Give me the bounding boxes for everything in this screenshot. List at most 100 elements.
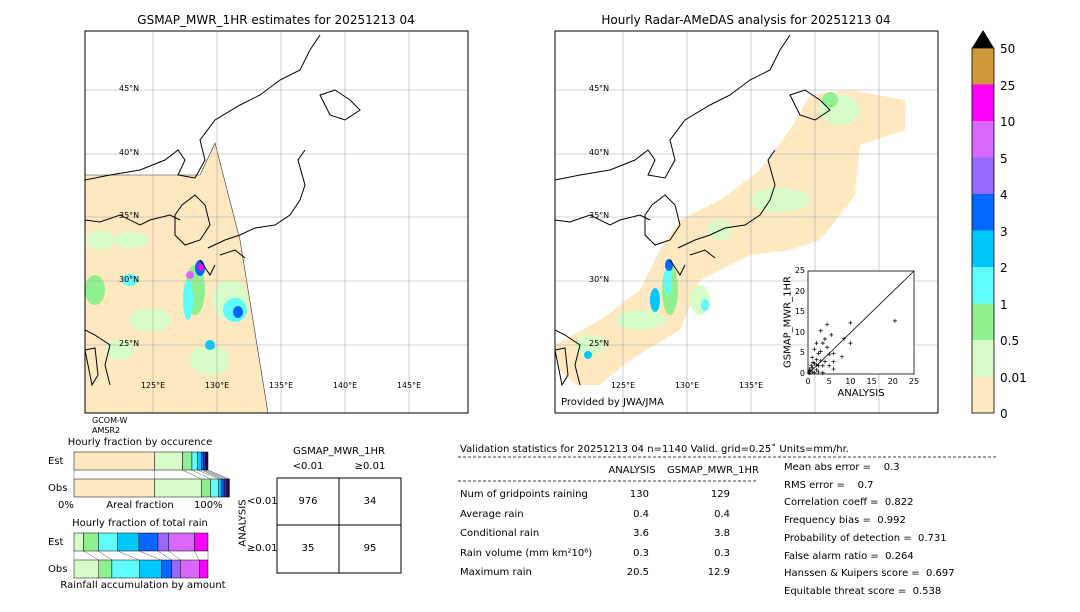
scatter-point: [811, 360, 816, 365]
colorbar-segment: [972, 267, 994, 304]
score-line: Probability of detection = 0.731: [784, 532, 947, 544]
lat-label: 25°N: [119, 339, 140, 348]
occurrence-bar-segment: [218, 478, 222, 498]
occurrence-bar-segment: [223, 478, 228, 498]
stat-label: Maximum rain: [460, 567, 532, 578]
lat-label: 30°N: [589, 275, 610, 284]
lon-label: 140°E: [332, 381, 358, 390]
scatter-point: [842, 336, 847, 341]
stat-gsmap-value: 3.8: [714, 528, 730, 539]
scatter-point: [820, 370, 825, 375]
lat-label: 45°N: [589, 84, 610, 93]
occurrence-bar-segment: [197, 451, 202, 471]
occurrence-bar-segment: [201, 478, 211, 498]
contingency-col-1: <0.01: [292, 461, 324, 472]
rain-patch: [233, 306, 243, 318]
occurrence-bar-connector: [182, 469, 202, 480]
scatter-xlabel: ANALYSIS: [837, 388, 885, 399]
colorbar-segment: [972, 303, 994, 340]
right-map-title: Hourly Radar-AMeDAS analysis for 2025121…: [601, 13, 891, 27]
coastline: [85, 34, 361, 387]
stat-analysis-value: 0.3: [633, 547, 649, 559]
score-line: Frequency bias = 0.992: [784, 515, 906, 527]
occurrence-bar-segment: [73, 478, 155, 498]
occurrence-bar-segment: [73, 451, 155, 471]
occurrence-bar-segment: [210, 478, 219, 498]
lat-label: 35°N: [589, 211, 610, 220]
rain-bar-connector: [117, 550, 140, 561]
colorbar-segment: [972, 194, 994, 231]
scatter-ytick: 0: [799, 369, 805, 378]
rain-bar-connector: [138, 550, 162, 561]
rain-bar-segment: [98, 532, 118, 552]
stat-label: Conditional rain: [460, 528, 540, 539]
rain-bar-segment: [194, 532, 209, 552]
coastline: [555, 34, 831, 387]
stats-header: Validation statistics for 20251213 04 n=…: [460, 444, 849, 455]
scatter-point: [820, 363, 825, 368]
cell-hit: 95: [363, 543, 377, 554]
rain-patch: [86, 230, 114, 250]
colorbar-label: 0.01: [1000, 370, 1027, 385]
lon-label: 130°E: [204, 381, 230, 390]
occurrence-bar-connector: [205, 469, 227, 480]
scatter-xtick: 0: [805, 377, 811, 386]
scatter-xtick: 15: [866, 377, 877, 386]
rain-patch: [650, 288, 660, 312]
colorbar-label: 5: [1000, 151, 1008, 166]
colorbar-segment: [972, 84, 994, 121]
scatter-point: [810, 355, 815, 360]
occurrence-bar-segment: [191, 451, 198, 471]
colorbar-segment: [972, 230, 994, 267]
rain-bar-segment: [171, 559, 181, 579]
colorbar-label: 1: [1000, 297, 1008, 312]
contingency-title: GSMAP_MWR_1HR: [293, 446, 385, 457]
scatter-point: [806, 369, 811, 374]
colorbar-overflow-triangle: [972, 30, 994, 48]
scatter-ytick: 5: [799, 348, 805, 358]
occurrence-est-label: Est: [48, 456, 64, 467]
rain-bar-segment: [111, 559, 140, 579]
occurrence-bar-connector: [203, 469, 225, 480]
scatter-point: [848, 341, 853, 346]
left-map-title: GSMAP_MWR_1HR estimates for 20251213 04: [137, 13, 415, 27]
rain-patch: [665, 259, 673, 271]
rain-patch: [198, 263, 204, 271]
scatter-point: [816, 351, 821, 356]
stats-col-gsmap: GSMAP_MWR_1HR: [667, 465, 759, 476]
rain-obs-label: Obs: [48, 564, 68, 575]
lat-label: 25°N: [589, 339, 610, 348]
lat-label: 45°N: [119, 84, 140, 93]
rain-patch: [186, 271, 194, 279]
cell-miss: 35: [301, 543, 315, 554]
occurrence-bar-segment: [221, 478, 225, 498]
scatter-point: [822, 336, 827, 341]
rain-fraction-title: Hourly fraction of total rain: [72, 518, 208, 529]
rain-bar-segment: [73, 559, 100, 579]
map-frame: [554, 30, 939, 414]
lon-label: 125°E: [140, 381, 166, 390]
scatter-point: [831, 367, 836, 372]
scatter-xtick: 10: [845, 377, 856, 386]
lat-label: 40°N: [119, 148, 140, 157]
rain-bar-segment: [117, 532, 140, 552]
occurrence-bar-segment: [154, 478, 202, 498]
colorbar-label: 2: [1000, 261, 1008, 275]
rain-patch: [130, 308, 170, 332]
stat-analysis-value: 3.6: [633, 528, 649, 539]
map-frame: [84, 30, 469, 414]
rain-bar-segment: [139, 559, 162, 579]
scatter-point: [818, 358, 823, 363]
rain-bar-connector: [98, 550, 113, 561]
scatter-point: [809, 363, 814, 368]
stat-gsmap-value: 0.3: [714, 547, 730, 559]
scatter-ytick: 25: [794, 266, 805, 275]
rain-no-rain-area: [85, 142, 269, 413]
score-line: False alarm ratio = 0.264: [784, 550, 914, 562]
occurrence-title: Hourly fraction by occurence: [67, 437, 213, 448]
rain-patch: [822, 92, 838, 108]
scatter-point: [848, 320, 853, 325]
contingency-col-2: ≥0.01: [354, 461, 386, 472]
lon-label: 145°E: [396, 381, 422, 390]
